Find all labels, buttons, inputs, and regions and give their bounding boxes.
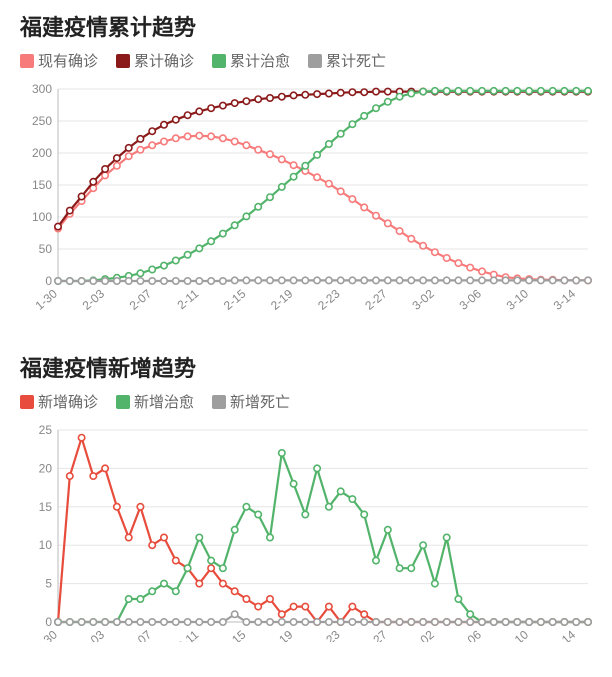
legend-item: 新增确诊 bbox=[20, 391, 98, 412]
legend-label: 累计死亡 bbox=[326, 50, 386, 71]
svg-text:1-30: 1-30 bbox=[33, 286, 61, 312]
svg-text:1-30: 1-30 bbox=[33, 627, 61, 642]
legend-item: 累计治愈 bbox=[212, 50, 290, 71]
svg-text:2-11: 2-11 bbox=[175, 286, 202, 312]
svg-text:150: 150 bbox=[32, 178, 52, 192]
legend-swatch bbox=[212, 54, 226, 68]
svg-text:3-02: 3-02 bbox=[409, 627, 437, 642]
svg-text:3-06: 3-06 bbox=[457, 627, 485, 642]
svg-text:200: 200 bbox=[32, 146, 52, 160]
chart1-legend: 现有确诊 累计确诊 累计治愈 累计死亡 bbox=[20, 50, 592, 71]
svg-text:0: 0 bbox=[45, 615, 52, 629]
svg-text:2-11: 2-11 bbox=[175, 627, 202, 642]
svg-text:2-15: 2-15 bbox=[221, 627, 249, 642]
svg-text:3-02: 3-02 bbox=[409, 286, 437, 312]
legend-label: 新增治愈 bbox=[134, 391, 194, 412]
chart2-svg: 0 5 10 15 20 25 1-30 2-03 2-07 2-11 2-15 2-19 2-23 2-… bbox=[20, 422, 592, 642]
chart1-svg: 0 50 100 150 200 250 300 1-30 2-03 2-07 2-11 2-15 2-… bbox=[20, 81, 592, 326]
svg-text:2-19: 2-19 bbox=[268, 627, 296, 642]
svg-text:2-19: 2-19 bbox=[268, 286, 296, 312]
svg-text:2-15: 2-15 bbox=[221, 286, 249, 312]
svg-text:3-14: 3-14 bbox=[551, 286, 579, 312]
svg-text:2-07: 2-07 bbox=[127, 286, 155, 312]
chart1-title: 福建疫情累计趋势 bbox=[20, 10, 592, 42]
chart2-plot: 0 5 10 15 20 25 1-30 2-03 2-07 2-11 2-15 2-19 2-23 2-… bbox=[20, 422, 592, 642]
legend-item: 累计死亡 bbox=[308, 50, 386, 71]
legend-label: 新增确诊 bbox=[38, 391, 98, 412]
svg-text:2-03: 2-03 bbox=[80, 627, 108, 642]
svg-text:2-23: 2-23 bbox=[315, 286, 343, 312]
legend-item: 新增治愈 bbox=[116, 391, 194, 412]
chart2-legend: 新增确诊 新增治愈 新增死亡 bbox=[20, 391, 592, 412]
legend-swatch bbox=[116, 395, 130, 409]
legend-item: 累计确诊 bbox=[116, 50, 194, 71]
legend-label: 新增死亡 bbox=[230, 391, 290, 412]
svg-text:2-07: 2-07 bbox=[127, 627, 155, 642]
chart2-title: 福建疫情新增趋势 bbox=[20, 351, 592, 383]
svg-text:25: 25 bbox=[39, 423, 53, 437]
svg-text:50: 50 bbox=[39, 242, 53, 256]
svg-text:250: 250 bbox=[32, 114, 52, 128]
svg-text:3-10: 3-10 bbox=[504, 286, 532, 312]
legend-label: 累计确诊 bbox=[134, 50, 194, 71]
svg-text:100: 100 bbox=[32, 210, 52, 224]
cumulative-chart-block: 福建疫情累计趋势 现有确诊 累计确诊 累计治愈 累计死亡 0 50 100 150 20… bbox=[20, 10, 592, 326]
svg-text:5: 5 bbox=[45, 577, 52, 591]
legend-item: 新增死亡 bbox=[212, 391, 290, 412]
svg-text:3-10: 3-10 bbox=[504, 627, 532, 642]
svg-text:2-27: 2-27 bbox=[362, 627, 390, 642]
svg-text:2-27: 2-27 bbox=[362, 286, 390, 312]
new-cases-chart-block: 福建疫情新增趋势 新增确诊 新增治愈 新增死亡 0 5 10 15 20 25 1-30 2-… bbox=[20, 351, 592, 642]
legend-swatch bbox=[20, 395, 34, 409]
svg-text:2-23: 2-23 bbox=[315, 627, 343, 642]
svg-text:20: 20 bbox=[39, 461, 53, 475]
legend-label: 现有确诊 bbox=[38, 50, 98, 71]
legend-swatch bbox=[212, 395, 226, 409]
svg-text:300: 300 bbox=[32, 82, 52, 96]
svg-text:15: 15 bbox=[39, 500, 53, 514]
svg-text:10: 10 bbox=[39, 538, 53, 552]
legend-swatch bbox=[20, 54, 34, 68]
svg-text:3-14: 3-14 bbox=[551, 627, 579, 642]
legend-label: 累计治愈 bbox=[230, 50, 290, 71]
legend-swatch bbox=[308, 54, 322, 68]
svg-text:0: 0 bbox=[45, 274, 52, 288]
svg-text:3-06: 3-06 bbox=[457, 286, 485, 312]
svg-text:2-03: 2-03 bbox=[80, 286, 108, 312]
chart1-plot: 0 50 100 150 200 250 300 1-30 2-03 2-07 2-11 2-15 2-… bbox=[20, 81, 592, 326]
legend-swatch bbox=[116, 54, 130, 68]
legend-item: 现有确诊 bbox=[20, 50, 98, 71]
